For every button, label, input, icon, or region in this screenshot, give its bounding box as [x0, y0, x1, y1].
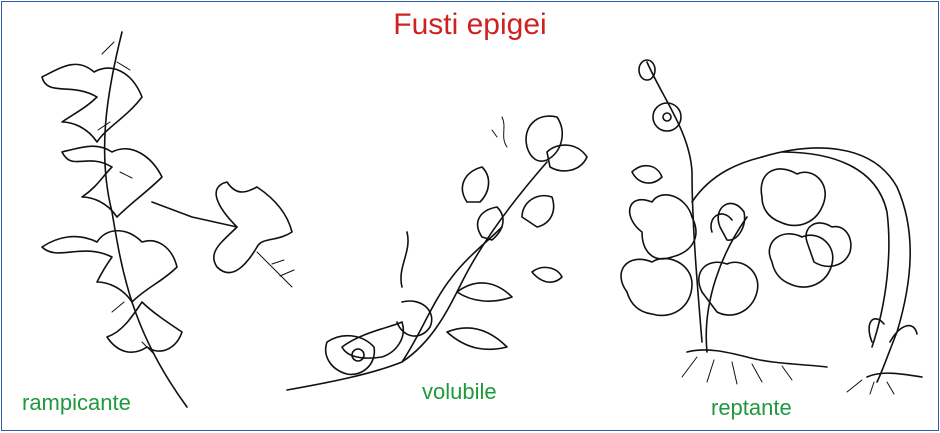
diagram-title: Fusti epigei: [393, 8, 547, 41]
twining-bindweed-stem: [286, 115, 588, 391]
label-volubile: volubile: [422, 379, 497, 404]
ivy-climbing-stem: [41, 31, 295, 408]
label-rampicante: rampicante: [22, 390, 131, 415]
strawberry-creeping-stem: [620, 59, 923, 395]
label-reptante: reptante: [711, 395, 792, 420]
